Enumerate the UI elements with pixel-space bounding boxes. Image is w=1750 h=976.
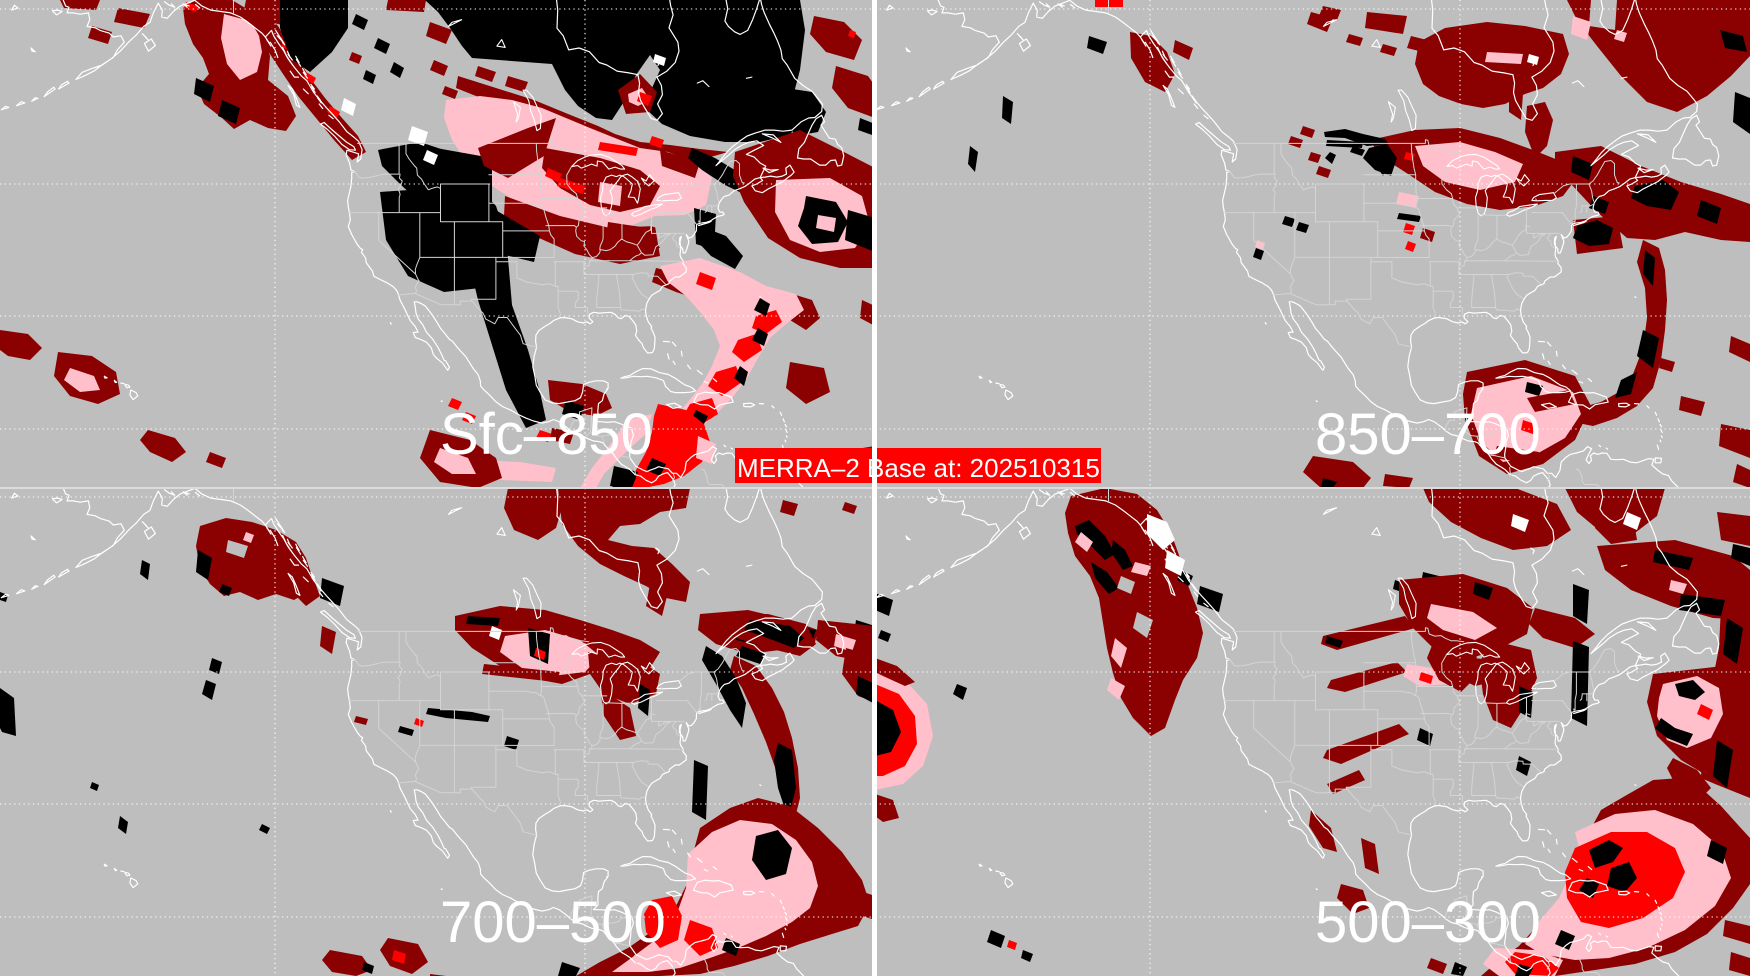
svg-text:500–300: 500–300 [1315, 890, 1541, 955]
svg-text:850–700: 850–700 [1315, 402, 1541, 467]
svg-text:Sfc–850: Sfc–850 [440, 402, 653, 467]
svg-text:700–500: 700–500 [440, 890, 666, 955]
svg-text:MERRA–2 Base at: 202510315: MERRA–2 Base at: 202510315 [737, 453, 1100, 483]
